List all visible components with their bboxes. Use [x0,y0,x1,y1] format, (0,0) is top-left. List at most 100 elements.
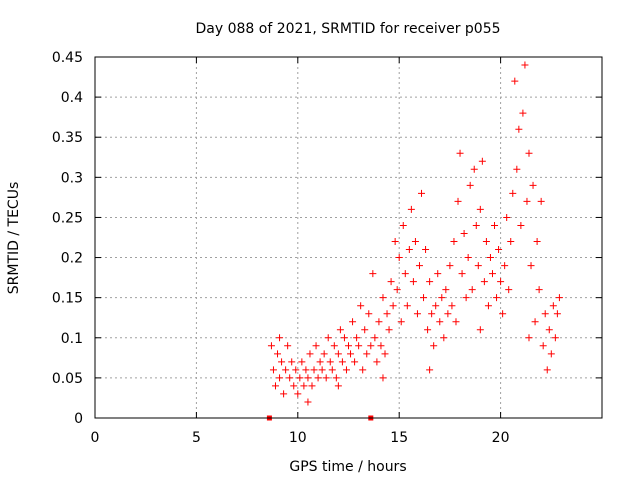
data-point [304,398,312,406]
data-point [470,165,478,173]
data-point [511,77,519,85]
data-point [527,262,535,270]
data-point [458,270,466,278]
data-point [326,358,334,366]
data-points [266,61,563,421]
data-point [426,366,434,374]
plot-frame [94,56,603,419]
data-point [383,310,391,318]
data-point [324,334,332,342]
data-point [336,326,344,334]
y-axis-ticks: 0 0.05 0.1 0.15 0.2 0.25 0.3 0.35 0.4 0.45 [52,50,602,427]
data-point [452,318,460,326]
data-point [450,238,458,246]
data-point [430,342,438,350]
data-point [529,181,537,189]
data-point [393,286,401,294]
data-point [474,262,482,270]
data-point [456,149,464,157]
x-tick-label: 5 [192,430,201,446]
data-point [547,350,555,358]
data-point [310,366,318,374]
data-point [308,382,316,390]
data-point [537,197,545,205]
data-point [316,358,324,366]
data-point [454,197,462,205]
data-point [533,238,541,246]
data-point [509,189,517,197]
data-point [519,109,527,117]
data-point [497,278,505,286]
data-point [359,366,367,374]
x-tick-label: 0 [91,430,100,446]
data-point [274,350,282,358]
data-point [342,366,350,374]
data-point [476,205,484,213]
data-point [486,254,494,262]
data-point [278,358,286,366]
data-point [503,213,511,221]
data-point [484,302,492,310]
data-point [476,326,484,334]
data-point [300,382,308,390]
data-point [399,221,407,229]
data-point [302,366,310,374]
data-point [292,366,300,374]
data-point [269,366,277,374]
data-point [539,342,547,350]
data-point [276,374,284,382]
data-point [535,286,543,294]
data-point [267,342,275,350]
data-point [332,374,340,382]
data-point [361,326,369,334]
data-point [436,318,444,326]
y-tick-label: 0.25 [52,210,83,226]
data-point [464,254,472,262]
data-point [403,302,411,310]
data-point [367,342,375,350]
data-point [531,318,539,326]
data-point [541,310,549,318]
data-point [357,302,365,310]
x-axis-ticks: 0 5 10 15 20 [91,57,510,446]
data-point [381,350,389,358]
data-point [397,318,405,326]
data-point [340,334,348,342]
x-axis-label: GPS time / hours [289,459,406,475]
data-point [320,350,328,358]
data-point [549,302,557,310]
data-point [318,366,326,374]
data-point [555,294,563,302]
data-point [345,342,352,350]
data-point [334,350,342,358]
data-point [334,382,342,390]
data-point [422,246,430,254]
data-point [466,181,474,189]
data-point [553,310,561,318]
data-point [517,221,525,229]
data-point [495,246,503,254]
data-point [407,205,415,213]
data-point [328,366,336,374]
data-point [480,278,488,286]
data-point [379,294,387,302]
data-point [491,221,499,229]
data-point [288,358,296,366]
data-point [432,302,440,310]
data-point [304,374,312,382]
y-tick-label: 0.15 [52,291,83,307]
data-point [322,374,330,382]
data-point [389,302,397,310]
x-tick-label: 15 [390,430,408,446]
data-point [418,189,426,197]
data-point [379,374,387,382]
data-point [298,358,306,366]
data-point [290,382,298,390]
data-point [424,326,432,334]
data-point [521,61,529,69]
data-point [478,157,486,165]
data-point [286,374,294,382]
data-point [338,358,346,366]
data-point [428,310,436,318]
data-point [501,262,509,270]
